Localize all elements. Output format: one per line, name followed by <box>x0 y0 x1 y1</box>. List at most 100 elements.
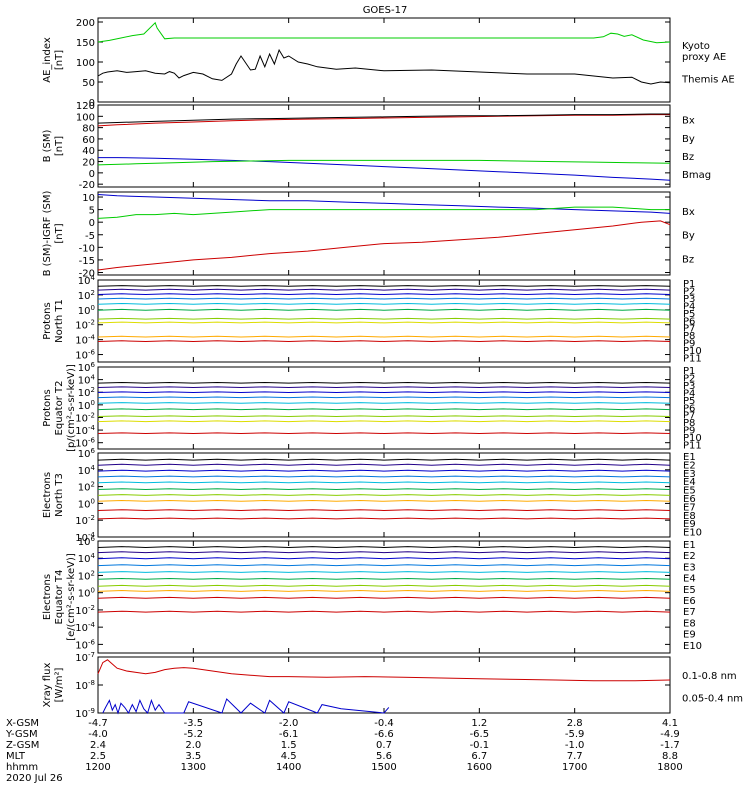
pe-ytick-label: 10-2 <box>75 411 95 424</box>
xray-ytick-label: 10-7 <box>75 651 95 664</box>
ee-series-e3 <box>97 557 671 560</box>
pn-legend-entry: P4 <box>683 301 695 312</box>
xray-ylabel: [W/m²] <box>54 667 65 702</box>
x-axis-row-label: MLT <box>6 751 26 762</box>
en-legend-entry: E2 <box>683 460 696 471</box>
x-axis-value: 2.0 <box>185 740 201 751</box>
ae-legend-entry: Kyoto <box>682 41 710 52</box>
pn-ylabel: North T1 <box>54 299 65 343</box>
pn-ytick-label: 102 <box>78 289 95 302</box>
bsm-ylabel: B (SM) <box>42 129 53 162</box>
pn-legend-entry: P8 <box>683 331 695 342</box>
bigrf-legend-entry: By <box>682 231 695 242</box>
ee-ytick-label: 100 <box>78 587 95 600</box>
ae-ytick-label: 0 <box>89 98 95 109</box>
bigrf-series-by <box>97 206 670 219</box>
x-axis-row-label: X-GSM <box>6 718 39 729</box>
date-label: 2020 Jul 26 <box>6 773 63 784</box>
ee-series-e4 <box>97 564 671 567</box>
bigrf-frame <box>97 191 671 276</box>
en-ytick-label: 102 <box>78 481 95 494</box>
pn-series-p5 <box>97 302 671 305</box>
bigrf-ylabel: [nT] <box>54 223 65 243</box>
pe-legend-entry: P2 <box>683 373 695 384</box>
panel-pn: 10-6 10-4 10-2 100 102 104 Protons North T1 P1P2… <box>42 274 702 365</box>
ae-legend-entry: Themis AE <box>681 74 735 85</box>
ee-ylabel: [e/(cm²-s-sr-keV)] <box>66 553 77 641</box>
bsm-series-bz <box>97 114 670 127</box>
pe-ytick-label: 104 <box>78 374 96 387</box>
en-ylabel: North T3 <box>54 473 65 517</box>
pe-legend-entry: P5 <box>683 396 695 407</box>
en-series-e3 <box>97 469 671 472</box>
xray-legend-entry: 0.05-0.4 nm <box>682 693 743 704</box>
bsm-ytick-label: 100 <box>76 112 95 123</box>
pn-series-p4 <box>97 297 671 300</box>
en-legend-entry: E7 <box>683 502 696 513</box>
ae-series-kyoto-proxy-ae <box>97 21 671 44</box>
pn-ytick-label: 10-2 <box>75 319 95 332</box>
ee-series-e5 <box>97 571 671 573</box>
x-axis-value: -1.0 <box>565 740 585 751</box>
bigrf-ytick-label: 0 <box>89 218 95 229</box>
ee-ytick-label: 104 <box>78 552 96 565</box>
bsm-legend-entry: Bmag <box>682 170 711 181</box>
bigrf-ytick-label: -10 <box>79 243 95 254</box>
xray-series-0-1-0-8-nm <box>97 659 671 682</box>
pe-legend-entry: P7 <box>683 411 695 422</box>
x-axis-value: 1500 <box>371 762 396 773</box>
en-legend-entry: E3 <box>683 469 696 480</box>
bigrf-series-bz <box>97 220 671 271</box>
bsm-ylabel: [nT] <box>54 136 65 156</box>
en-legend-entry: E5 <box>683 486 696 497</box>
pn-frame <box>97 279 671 363</box>
x-axis-value: 1400 <box>276 762 301 773</box>
x-axis-value: 6.7 <box>471 751 487 762</box>
x-axis-value: -4.7 <box>88 718 108 729</box>
x-axis-value: 2.5 <box>90 751 106 762</box>
pn-ylabel: Protons <box>42 302 53 339</box>
pn-series-p3 <box>97 293 671 296</box>
x-axis-row-label: Y-GSM <box>5 729 38 740</box>
en-legend-entry: E10 <box>683 528 702 539</box>
pe-ylabel: Equator T2 <box>54 381 65 436</box>
x-axis-value: 5.6 <box>376 751 392 762</box>
ee-legend-entry: E4 <box>683 574 696 585</box>
pe-legend-entry: P10 <box>683 433 702 444</box>
en-legend-entry: E6 <box>683 494 696 505</box>
pn-series-p1 <box>97 285 671 287</box>
ee-legend-entry: E10 <box>683 641 702 652</box>
ee-legend-entry: E2 <box>683 551 696 562</box>
bigrf-series-bx <box>97 194 671 214</box>
pn-legend-entry: P9 <box>683 339 695 350</box>
x-axis-value: 1800 <box>657 762 682 773</box>
pe-legend-entry: P3 <box>683 381 695 392</box>
ee-series-e9 <box>97 596 671 599</box>
xray-ytick-label: 10-9 <box>75 707 95 720</box>
pe-legend-entry: P1 <box>683 366 695 377</box>
pe-ylabel: [p/(cm²-s-sr-keV)] <box>66 364 77 452</box>
ae-ytick-label: 200 <box>76 18 95 29</box>
pe-ytick-label: 10-6 <box>75 437 95 450</box>
pe-series-p8 <box>97 420 671 423</box>
ee-legend-entry: E7 <box>683 607 696 618</box>
ee-legend-entry: E1 <box>683 540 696 551</box>
pn-legend-entry: P2 <box>683 286 695 297</box>
bsm-series-bmag <box>97 113 670 124</box>
ee-ytick-label: 10-2 <box>75 604 95 617</box>
x-axis-value: 1.2 <box>471 718 487 729</box>
bsm-legend-entry: Bx <box>682 116 695 127</box>
ee-ytick-label: 102 <box>78 569 95 582</box>
ee-ytick-label: 10-4 <box>75 621 95 634</box>
chart-title: GOES-17 <box>363 5 408 16</box>
ee-series-e10 <box>97 610 671 613</box>
ee-ytick-label: 106 <box>78 535 96 548</box>
ae-ytick-label: 100 <box>76 58 95 69</box>
pe-series-p1 <box>97 381 671 384</box>
en-series-e9 <box>97 509 671 512</box>
x-axis-value: 1700 <box>562 762 587 773</box>
